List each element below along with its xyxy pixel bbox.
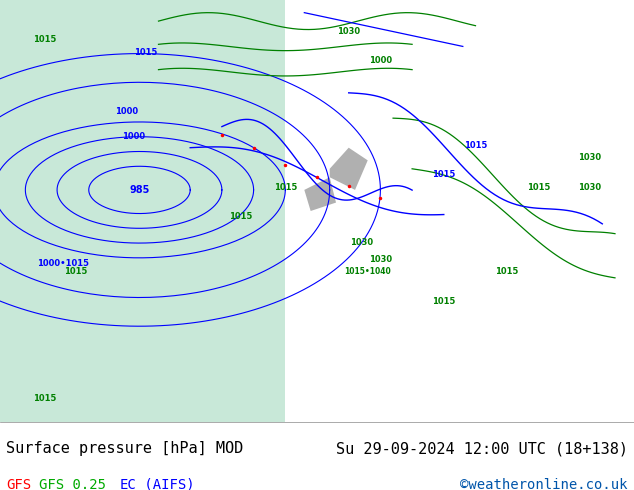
Text: 1015: 1015 <box>33 394 56 403</box>
Text: 1015: 1015 <box>432 170 455 179</box>
Text: 1015: 1015 <box>33 35 56 44</box>
Polygon shape <box>304 177 336 211</box>
Text: ©weatheronline.co.uk: ©weatheronline.co.uk <box>460 478 628 490</box>
Text: 1015: 1015 <box>65 268 87 276</box>
Text: 1015: 1015 <box>230 213 252 221</box>
Text: 1015: 1015 <box>274 183 297 192</box>
FancyBboxPatch shape <box>0 0 285 422</box>
Text: 1015: 1015 <box>464 141 487 150</box>
Text: 1015: 1015 <box>496 268 519 276</box>
Text: GFS 0.25: GFS 0.25 <box>39 478 106 490</box>
Polygon shape <box>330 147 368 190</box>
Text: 985: 985 <box>129 185 150 195</box>
Text: Surface pressure [hPa] MOD: Surface pressure [hPa] MOD <box>6 441 243 456</box>
Text: 1000: 1000 <box>115 107 138 116</box>
Text: Su 29-09-2024 12:00 UTC (18+138): Su 29-09-2024 12:00 UTC (18+138) <box>335 441 628 456</box>
Text: 1030: 1030 <box>369 255 392 264</box>
Text: 1030: 1030 <box>337 27 360 36</box>
Text: (AIFS): (AIFS) <box>136 478 195 490</box>
Text: 1015: 1015 <box>527 183 550 192</box>
Text: 1000: 1000 <box>369 56 392 65</box>
Text: GFS: GFS <box>6 478 32 490</box>
Text: 1000: 1000 <box>122 132 145 141</box>
Text: 1030: 1030 <box>578 183 601 192</box>
Text: 1030: 1030 <box>578 153 601 162</box>
Text: 1000•1015: 1000•1015 <box>37 259 89 268</box>
Text: EC: EC <box>120 478 136 490</box>
Text: 1015: 1015 <box>432 297 455 306</box>
Text: 1015: 1015 <box>134 48 157 57</box>
Text: 1030: 1030 <box>350 238 373 247</box>
Text: 1015•1040: 1015•1040 <box>344 268 391 276</box>
